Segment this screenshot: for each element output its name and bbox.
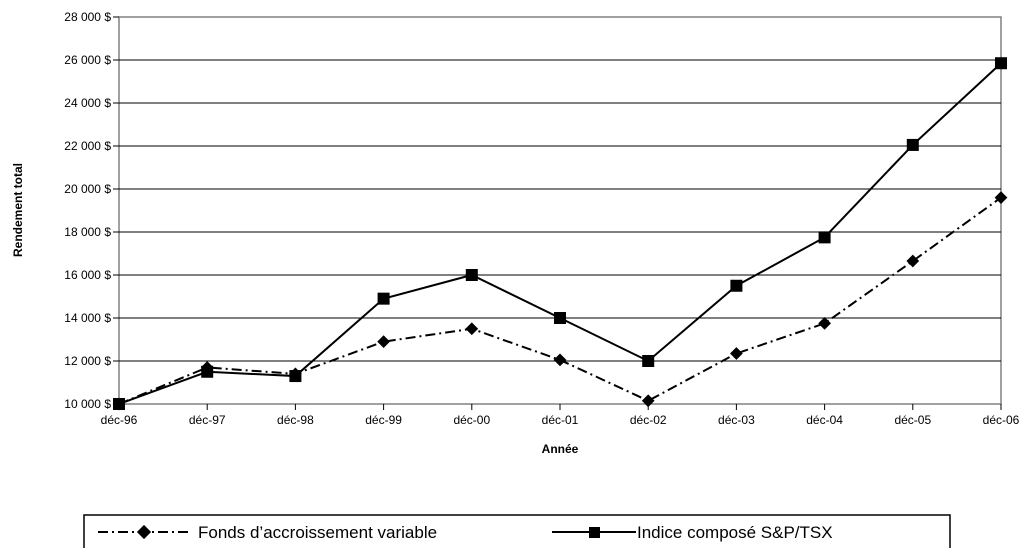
y-axis: 10 000 $ 12 000 $ 14 000 $ 16 000 $ 18 000 $… (64, 10, 119, 411)
legend-entry-sptsx: Indice composé S&P/TSX (552, 523, 833, 542)
y-tick-label: 14 000 $ (64, 311, 111, 325)
diamond-marker (465, 322, 479, 336)
y-axis-label: Rendement total (11, 163, 25, 257)
x-axis-label: Année (542, 442, 579, 456)
legend-label-fonds: Fonds d’accroissement variable (198, 523, 437, 542)
plot-area (118, 16, 1002, 405)
legend-box (83, 514, 951, 548)
y-tick-label: 28 000 $ (64, 10, 111, 24)
square-marker (465, 269, 478, 281)
x-axis: déc-96 déc-97 déc-98 déc-99 déc-00 déc-01 déc-… (101, 404, 1020, 427)
x-tick-label: déc-02 (630, 413, 667, 427)
y-tick-label: 24 000 $ (64, 96, 111, 110)
square-marker (818, 231, 831, 244)
square-marker (113, 398, 125, 410)
square-marker (377, 292, 390, 305)
square-marker (642, 355, 655, 367)
x-tick-label: déc-99 (365, 413, 402, 427)
legend-square-marker (589, 527, 600, 538)
y-tick-label: 16 000 $ (64, 268, 111, 282)
x-tick-label: déc-00 (453, 413, 490, 427)
y-tick-label: 20 000 $ (64, 182, 111, 196)
x-tick-label: déc-04 (806, 413, 843, 427)
legend-diamond-marker (136, 524, 152, 540)
square-marker (730, 279, 743, 292)
gridlines (119, 59, 1001, 362)
y-tick-label: 26 000 $ (64, 53, 111, 67)
square-marker (554, 312, 566, 324)
legend-label-sptsx: Indice composé S&P/TSX (637, 523, 833, 542)
y-tick-label: 10 000 $ (64, 397, 111, 411)
x-tick-label: déc-01 (542, 413, 579, 427)
x-tick-label: déc-05 (894, 413, 931, 427)
x-tick-label: déc-96 (101, 413, 138, 427)
x-tick-label: déc-06 (983, 413, 1020, 427)
square-marker (906, 138, 919, 151)
y-tick-label: 22 000 $ (64, 139, 111, 153)
square-marker (289, 370, 302, 383)
x-tick-label: déc-98 (277, 413, 314, 427)
x-tick-label: déc-03 (718, 413, 755, 427)
square-marker (201, 365, 214, 378)
y-tick-label: 12 000 $ (64, 354, 111, 368)
x-tick-label: déc-97 (189, 413, 226, 427)
series-layer (112, 57, 1008, 411)
square-marker (995, 57, 1007, 70)
legend-entry-fonds: Fonds d’accroissement variable (98, 523, 437, 542)
diamond-marker (377, 335, 390, 349)
y-tick-label: 18 000 $ (64, 225, 111, 239)
legend: Fonds d’accroissement variable Indice co… (83, 514, 951, 548)
